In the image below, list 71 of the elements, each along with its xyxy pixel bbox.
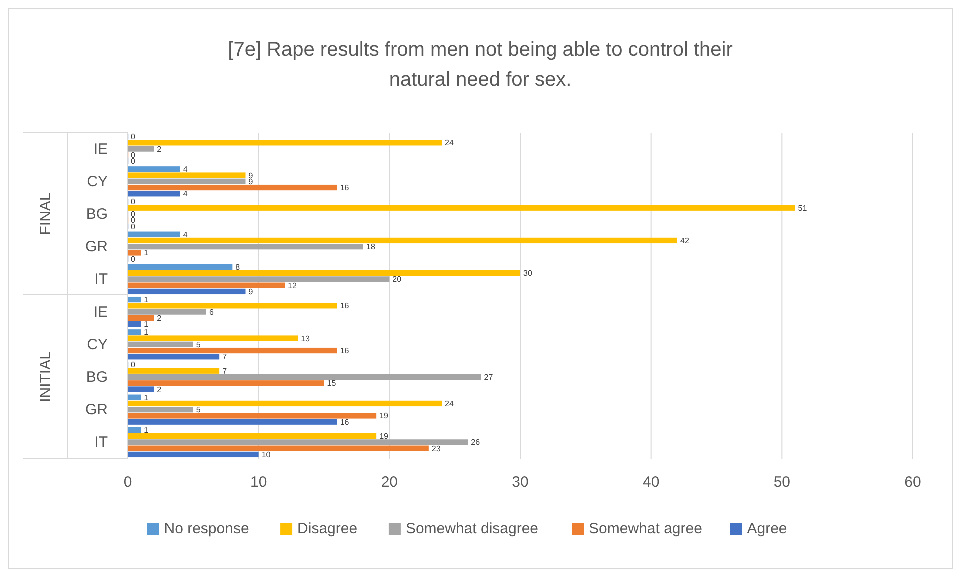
data-label: 24 bbox=[445, 399, 454, 408]
data-label: 16 bbox=[340, 418, 350, 427]
data-label: 9 bbox=[248, 287, 254, 296]
data-label: 24 bbox=[445, 138, 454, 148]
data-label: 5 bbox=[196, 340, 202, 350]
data-label: 51 bbox=[798, 204, 808, 213]
legend-label: Somewhat agree bbox=[589, 520, 702, 538]
data-label: 0 bbox=[131, 360, 136, 370]
legend-label: Agree bbox=[747, 520, 788, 538]
data-label: 7 bbox=[222, 352, 228, 362]
data-label: 16 bbox=[340, 302, 350, 311]
data-label: 0 bbox=[131, 132, 136, 142]
data-label: 1 bbox=[144, 320, 150, 330]
data-label: 1 bbox=[144, 328, 150, 338]
data-label: 0 bbox=[131, 150, 136, 160]
data-label: 27 bbox=[484, 373, 494, 382]
y-tick-label: CY bbox=[87, 336, 108, 354]
data-label: 1 bbox=[144, 248, 150, 258]
y-tick-label: CY bbox=[87, 173, 108, 190]
data-label: 18 bbox=[366, 242, 376, 252]
data-label: 0 bbox=[131, 157, 136, 166]
data-label: 2 bbox=[157, 385, 162, 394]
data-label: 4 bbox=[183, 230, 188, 240]
legend-label: No response bbox=[164, 520, 250, 538]
x-tick-label: 30 bbox=[512, 474, 529, 491]
y-tick-label: IE bbox=[94, 140, 108, 158]
x-tick-label: 10 bbox=[250, 474, 268, 491]
chart-title: [7e] Rape results from men not being able to control their natural need for sex. bbox=[228, 39, 734, 91]
y-tick-label: IE bbox=[94, 304, 108, 321]
data-label: 15 bbox=[327, 379, 337, 388]
data-label: 16 bbox=[340, 184, 350, 193]
y-tick-label: IT bbox=[94, 434, 108, 452]
data-label: 13 bbox=[301, 334, 311, 344]
data-label: 20 bbox=[392, 275, 402, 284]
data-label: 5 bbox=[196, 406, 202, 415]
data-label: 10 bbox=[262, 450, 272, 460]
data-label: 19 bbox=[380, 432, 390, 442]
y-tick-label: GR bbox=[86, 238, 108, 256]
y-tick-label: BG bbox=[86, 369, 108, 386]
data-label: 1 bbox=[144, 296, 150, 305]
data-label: 0 bbox=[131, 198, 136, 207]
x-tick-label: 40 bbox=[642, 474, 660, 491]
data-label: 2 bbox=[157, 144, 162, 154]
data-label: 19 bbox=[380, 412, 390, 421]
y-tick-label: GR bbox=[86, 402, 108, 419]
y-tick-label: BG bbox=[86, 206, 108, 223]
data-label: 4 bbox=[183, 165, 188, 174]
data-label: 0 bbox=[131, 254, 136, 264]
data-label: 1 bbox=[144, 393, 150, 402]
data-label: 30 bbox=[524, 269, 533, 278]
data-label: 12 bbox=[288, 281, 298, 290]
data-label: 16 bbox=[340, 346, 350, 356]
data-label: 26 bbox=[471, 438, 481, 448]
text: INITIAL bbox=[38, 352, 54, 402]
text: FINAL bbox=[38, 192, 54, 236]
legend-label: Disagree bbox=[298, 520, 358, 538]
data-label: 8 bbox=[236, 262, 241, 272]
x-tick-label: 60 bbox=[904, 474, 922, 491]
x-tick-label: 50 bbox=[774, 474, 791, 491]
data-label: 6 bbox=[210, 308, 214, 317]
data-label: 4 bbox=[183, 190, 188, 199]
data-label: 1 bbox=[144, 426, 150, 435]
data-label: 7 bbox=[222, 366, 228, 376]
data-label: 23 bbox=[432, 444, 442, 454]
data-label: 0 bbox=[131, 210, 136, 219]
data-label: 42 bbox=[680, 236, 690, 246]
legend-label: Somewhat disagree bbox=[406, 520, 539, 538]
data-label: 2 bbox=[157, 314, 162, 323]
x-tick-label: 0 bbox=[124, 474, 132, 491]
y-tick-label: IT bbox=[94, 271, 108, 288]
x-tick-label: 20 bbox=[381, 474, 398, 491]
